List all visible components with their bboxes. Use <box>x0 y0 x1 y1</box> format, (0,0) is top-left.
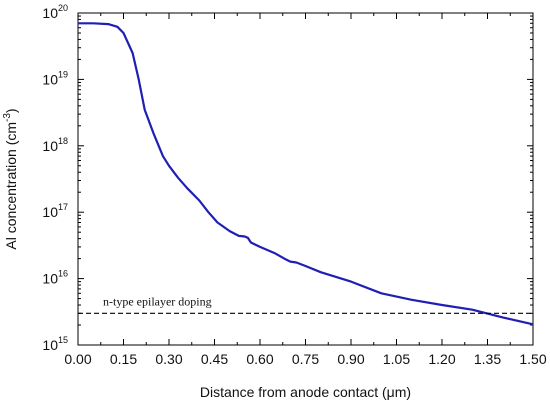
x-tick-label: 0.00 <box>64 351 91 367</box>
x-tick-label: 1.05 <box>383 351 410 367</box>
y-tick-exponent: 15 <box>58 335 68 345</box>
x-tick-label: 0.90 <box>337 351 364 367</box>
y-tick-label: 1018 <box>42 136 68 154</box>
y-tick-exponent: 20 <box>58 3 68 13</box>
y-tick-label: 1017 <box>42 202 68 220</box>
y-tick-base: 10 <box>42 5 58 21</box>
y-tick-base: 10 <box>42 337 58 353</box>
y-tick-base: 10 <box>42 204 58 220</box>
y-axis-title-close: ) <box>3 108 19 113</box>
y-axis-title: Al concentration (cm-3) <box>2 108 19 249</box>
y-tick-base: 10 <box>42 71 58 87</box>
epilayer-doping-annotation: n-type epilayer doping <box>103 294 212 308</box>
x-tick-label: 0.75 <box>292 351 319 367</box>
y-tick-exponent: 16 <box>58 269 68 279</box>
concentration-series-line <box>78 22 534 326</box>
x-tick-label: 1.50 <box>519 351 546 367</box>
y-tick-base: 10 <box>42 138 58 154</box>
y-tick-exponent: 17 <box>58 202 68 212</box>
y-tick-exponent: 19 <box>58 69 68 79</box>
y-tick-label: 1019 <box>42 69 68 87</box>
y-axis-title-superscript: -3 <box>2 113 13 122</box>
y-tick-exponent: 18 <box>58 136 68 146</box>
y-tick-label: 1020 <box>42 3 68 21</box>
x-tick-label: 1.20 <box>428 351 455 367</box>
x-tick-label: 1.35 <box>474 351 501 367</box>
x-tick-label: 0.45 <box>201 351 228 367</box>
y-tick-base: 10 <box>42 271 58 287</box>
x-tick-label: 0.15 <box>110 351 137 367</box>
y-tick-label: 1016 <box>42 269 68 287</box>
x-axis-title: Distance from anode contact (μm) <box>200 384 411 400</box>
x-tick-label: 0.60 <box>246 351 273 367</box>
x-tick-label: 0.30 <box>155 351 182 367</box>
y-axis-title-main: Al concentration (cm <box>3 122 19 250</box>
y-tick-label: 1015 <box>42 335 68 353</box>
